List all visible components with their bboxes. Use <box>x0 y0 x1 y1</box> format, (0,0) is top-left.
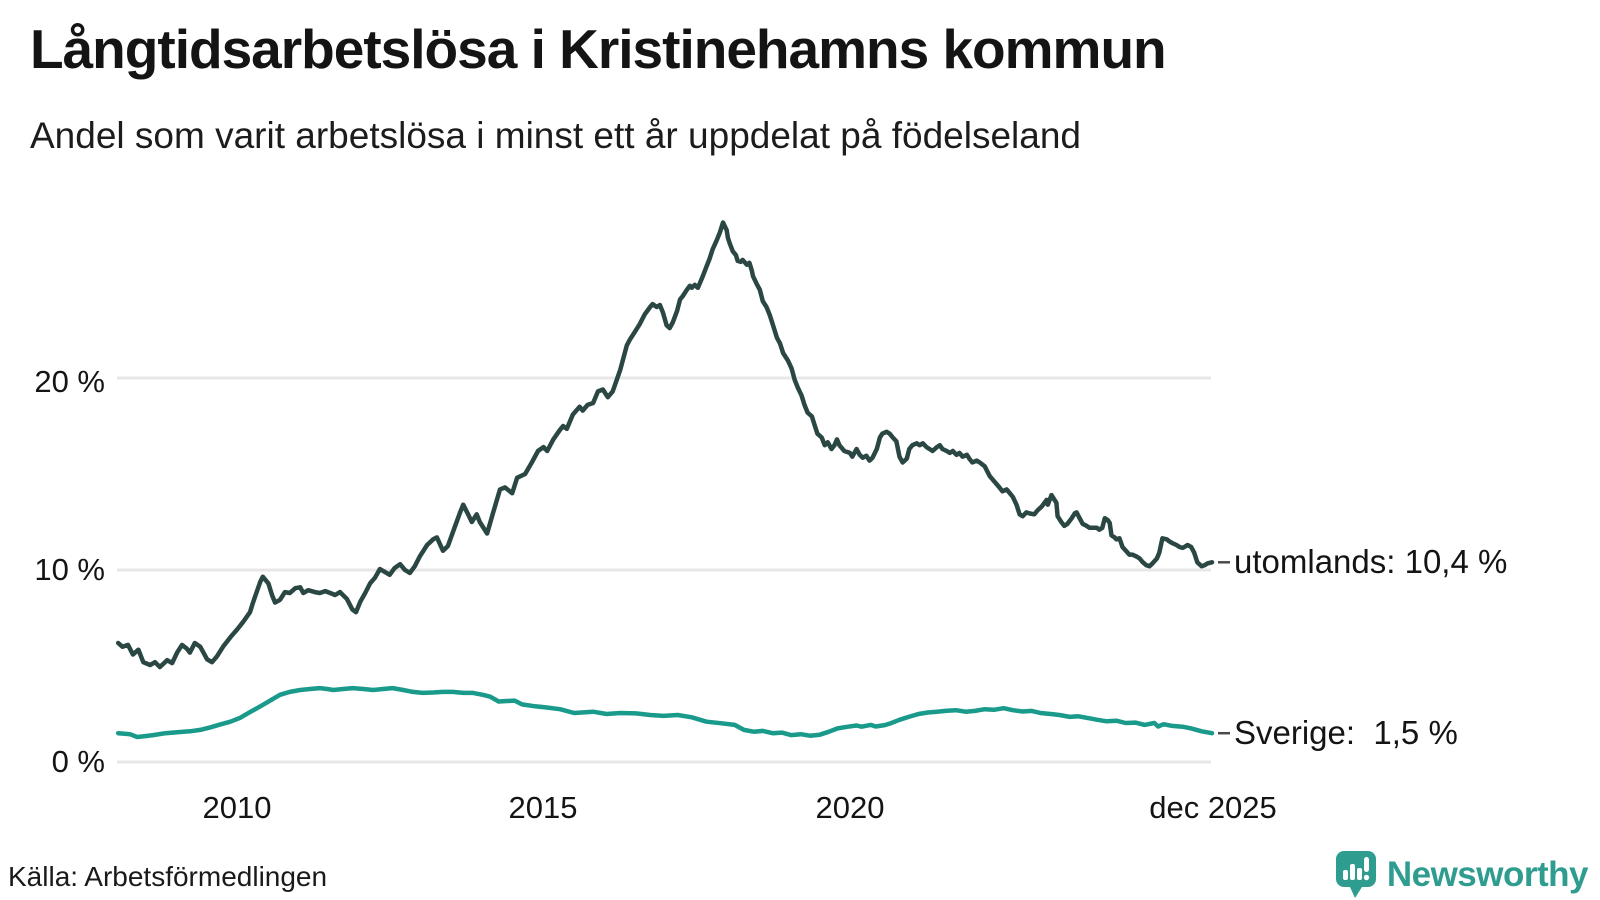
newsworthy-logo: Newsworthy <box>1335 850 1589 900</box>
y-axis-tick-10: 10 % <box>34 552 105 587</box>
x-axis-tick-2010: 2010 <box>202 790 272 825</box>
x-axis-tick-2020: 2020 <box>815 790 885 825</box>
y-axis-tick-20: 20 % <box>34 364 105 399</box>
page-subtitle: Andel som varit arbetslösa i minst ett å… <box>30 115 1081 156</box>
series-line-Sverige <box>115 685 1215 740</box>
x-axis-tick-dec-2025: dec 2025 <box>1149 790 1277 825</box>
x-axis-tick-2015: 2015 <box>508 790 578 825</box>
newsworthy-logo-icon <box>1335 851 1376 898</box>
series-label-sverige: Sverige: 1,5 % <box>1234 714 1458 752</box>
series-line-utomlands <box>115 220 1215 670</box>
series-label-utomlands: utomlands: 10,4 % <box>1234 543 1508 581</box>
y-axis-tick-0: 0 % <box>51 744 105 779</box>
source-note: Källa: Arbetsförmedlingen <box>8 861 328 892</box>
newsworthy-logo-text: Newsworthy <box>1386 855 1589 894</box>
page-title: Långtidsarbetslösa i Kristinehamns kommu… <box>30 18 1167 80</box>
